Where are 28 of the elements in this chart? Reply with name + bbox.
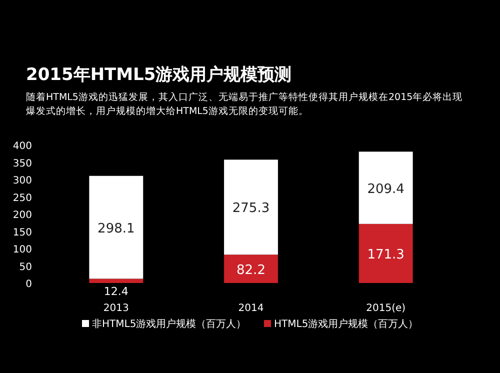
y-tick-label: 400: [12, 141, 32, 152]
bar: [89, 278, 144, 283]
y-tick-label: 200: [12, 210, 32, 221]
y-tick-label: 50: [19, 262, 32, 273]
chart-title: 2015年HTML5游戏用户规模预测: [26, 65, 292, 85]
data-label: 82.2: [236, 262, 266, 278]
data-label: 171.3: [367, 247, 404, 262]
data-label: 12.4: [104, 285, 128, 298]
bar: [358, 224, 413, 283]
bar: [89, 176, 144, 279]
data-label: 209.4: [367, 182, 404, 197]
x-tick-label: 2013: [103, 303, 129, 314]
bar: [358, 152, 413, 224]
y-tick-label: 250: [12, 192, 32, 204]
bar: [224, 254, 278, 283]
legend-label: 非HTML5游戏用户规模（百万人）: [92, 318, 246, 330]
y-tick-label: 150: [12, 227, 32, 238]
x-tick-label: 2014: [238, 303, 264, 314]
y-tick-label: 300: [12, 176, 32, 186]
bar: [224, 160, 278, 255]
data-label: 298.1: [98, 221, 135, 236]
x-tick-label: 2015(e): [366, 303, 406, 314]
y-tick-label: 100: [12, 244, 32, 256]
data-label: 275.3: [232, 201, 270, 216]
chart-subtitle: 随着HTML5游戏的迅猛发展，其入口广泛、无端易于推广等特性使得其用户规模在2015年必将出现爆发式的增长，用户规模的增大给HTML5游戏无限的变现可能。: [26, 91, 463, 117]
y-tick-label: 350: [12, 158, 32, 170]
y-tick-label: 0: [26, 279, 32, 290]
legend-label: HTML5游戏用户规模（百万人）: [274, 318, 418, 330]
